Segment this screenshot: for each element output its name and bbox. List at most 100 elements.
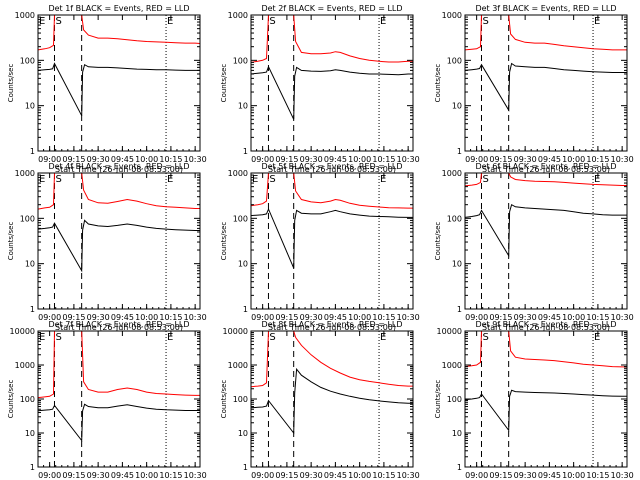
event-marker-label: E [380, 332, 386, 343]
x-tick-label: 09:00 [465, 155, 488, 164]
x-tick-label: 10:00 [348, 313, 371, 322]
plot-frame [37, 330, 201, 468]
x-tick-label: 10:15 [159, 471, 182, 480]
event-marker-label: E [39, 16, 45, 27]
x-tick-label: 09:00 [251, 471, 274, 480]
x-tick-label: 09:30 [87, 471, 110, 480]
y-tick-label: 10 [238, 102, 248, 111]
event-marker-label: S [269, 16, 275, 27]
y-axis-label: Counts/sec [7, 64, 15, 103]
x-tick-label: 09:45 [538, 313, 561, 322]
chart-panel-8: Det 8f BLACK = Events, RED = LLD S E 1 10 100… [220, 320, 420, 480]
x-tick-label: 09:45 [111, 471, 134, 480]
y-tick-label: 1000 [15, 11, 35, 20]
events-series-line [37, 403, 200, 442]
x-tick-label: 09:30 [514, 471, 537, 480]
y-tick-label: 10 [452, 429, 462, 438]
x-tick-label: 10:00 [562, 471, 585, 480]
y-tick-label: 1 [457, 305, 462, 314]
y-axis-label: Counts/sec [7, 380, 15, 419]
y-axis-label: Counts/sec [220, 64, 228, 103]
x-tick-label: 09:15 [489, 155, 512, 164]
lld-series-line [464, 330, 627, 368]
event-marker-label: S [55, 332, 61, 343]
lld-series-line [37, 330, 200, 399]
y-tick-label: 10000 [10, 327, 35, 336]
chart-title: Det 1f BLACK = Events, RED = LLD [48, 4, 189, 13]
x-tick-label: 10:30 [611, 471, 634, 480]
x-tick-label: 09:00 [465, 313, 488, 322]
x-tick-label: 09:15 [62, 155, 85, 164]
y-tick-label: 1 [30, 463, 35, 472]
x-tick-label: 09:45 [111, 313, 134, 322]
y-tick-label: 1000 [228, 11, 248, 20]
y-tick-label: 10 [452, 260, 462, 269]
x-tick-label: 09:00 [38, 155, 61, 164]
y-tick-label: 1000 [442, 11, 462, 20]
x-tick-label: 09:30 [300, 313, 323, 322]
x-tick-label: 10:30 [397, 471, 420, 480]
x-tick-label: 10:15 [586, 155, 609, 164]
x-tick-label: 10:30 [184, 313, 207, 322]
x-axis-label: Start Time (26-Jun-08 08:53:00) [55, 165, 183, 174]
chart-title: Det 5f BLACK = Events, RED = LLD [261, 162, 402, 171]
x-tick-label: 09:30 [300, 155, 323, 164]
x-tick-label: 09:15 [489, 471, 512, 480]
y-tick-label: 100 [233, 395, 248, 404]
events-series-line [250, 65, 413, 120]
x-tick-label: 09:30 [87, 313, 110, 322]
x-tick-label: 10:15 [586, 313, 609, 322]
x-tick-label: 10:15 [159, 313, 182, 322]
chart-title: Det 6f BLACK = Events, RED = LLD [475, 162, 616, 171]
x-tick-label: 09:15 [275, 155, 298, 164]
chart-panel-3: Det 3f BLACK = Events, RED = LLD S E 1 10 100… [434, 4, 634, 174]
event-marker-label: E [39, 332, 45, 343]
x-tick-label: 10:30 [184, 471, 207, 480]
y-tick-label: 10 [452, 102, 462, 111]
y-tick-label: 100 [447, 56, 462, 65]
x-tick-label: 09:30 [87, 155, 110, 164]
plot-frame [250, 172, 414, 310]
y-tick-label: 10 [238, 429, 248, 438]
x-tick-label: 10:30 [611, 155, 634, 164]
y-tick-label: 10 [25, 102, 35, 111]
chart-title: Det 3f BLACK = Events, RED = LLD [475, 4, 616, 13]
x-tick-label: 10:00 [135, 471, 158, 480]
y-tick-label: 1000 [442, 361, 462, 370]
chart-title: Det 7f BLACK = Events, RED = LLD [48, 320, 189, 329]
x-tick-label: 09:15 [275, 471, 298, 480]
y-axis-label: Counts/sec [220, 222, 228, 261]
x-tick-label: 09:00 [38, 313, 61, 322]
lld-series-line [250, 172, 413, 209]
x-tick-label: 10:00 [348, 155, 371, 164]
plot-frame [464, 14, 628, 152]
lld-series-line [37, 14, 201, 51]
y-tick-label: 1000 [15, 169, 35, 178]
x-tick-label: 10:00 [562, 313, 585, 322]
event-marker-label: S [55, 16, 61, 27]
event-marker-label: E [167, 332, 173, 343]
x-tick-label: 09:00 [465, 471, 488, 480]
y-tick-label: 1000 [442, 169, 462, 178]
x-tick-label: 10:00 [135, 155, 158, 164]
lld-series-line [37, 172, 200, 210]
y-tick-label: 1000 [228, 169, 248, 178]
events-series-line [464, 203, 627, 258]
x-tick-label: 10:15 [372, 155, 395, 164]
x-tick-label: 10:00 [348, 471, 371, 480]
events-series-line [250, 367, 413, 435]
chart-title: Det 8f BLACK = Events, RED = LLD [261, 320, 402, 329]
y-axis-label: Counts/sec [434, 64, 442, 103]
lld-series-line [250, 14, 413, 63]
y-axis-label: Counts/sec [7, 222, 15, 261]
chart-panel-2: Det 2f BLACK = Events, RED = LLD S E 1 10 100… [220, 4, 420, 174]
x-tick-label: 09:00 [251, 155, 274, 164]
y-tick-label: 100 [233, 56, 248, 65]
y-tick-label: 1 [243, 463, 248, 472]
event-marker-label: S [482, 16, 488, 27]
x-tick-label: 09:30 [300, 471, 323, 480]
x-tick-label: 10:30 [397, 313, 420, 322]
